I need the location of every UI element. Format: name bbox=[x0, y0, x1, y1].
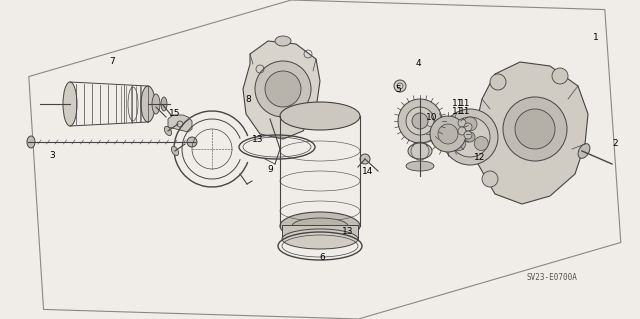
Polygon shape bbox=[475, 62, 588, 204]
Circle shape bbox=[187, 137, 197, 147]
Circle shape bbox=[474, 137, 488, 151]
Text: 12: 12 bbox=[474, 152, 486, 161]
Ellipse shape bbox=[406, 161, 434, 171]
Circle shape bbox=[490, 74, 506, 90]
Text: 5: 5 bbox=[395, 85, 401, 93]
Circle shape bbox=[503, 97, 567, 161]
Text: 11: 11 bbox=[460, 100, 471, 108]
Text: SV23-E0700A: SV23-E0700A bbox=[527, 272, 577, 281]
Ellipse shape bbox=[164, 126, 172, 136]
Text: 10: 10 bbox=[426, 113, 438, 122]
Circle shape bbox=[265, 71, 301, 107]
Ellipse shape bbox=[275, 36, 291, 46]
Bar bbox=[282, 225, 358, 239]
Ellipse shape bbox=[172, 146, 179, 156]
Circle shape bbox=[464, 131, 472, 139]
Circle shape bbox=[438, 124, 458, 144]
Ellipse shape bbox=[292, 218, 348, 234]
Text: 4: 4 bbox=[415, 60, 421, 69]
Text: 15: 15 bbox=[169, 109, 180, 118]
Text: 9: 9 bbox=[267, 165, 273, 174]
Text: 2: 2 bbox=[612, 139, 618, 149]
Circle shape bbox=[515, 109, 555, 149]
Circle shape bbox=[406, 107, 434, 135]
Text: 8: 8 bbox=[245, 94, 251, 103]
Text: 14: 14 bbox=[362, 167, 374, 175]
Ellipse shape bbox=[63, 82, 77, 126]
Circle shape bbox=[442, 109, 498, 165]
Circle shape bbox=[450, 117, 490, 157]
Text: 7: 7 bbox=[109, 56, 115, 65]
Ellipse shape bbox=[578, 144, 590, 158]
Polygon shape bbox=[243, 41, 320, 139]
Circle shape bbox=[465, 132, 475, 142]
Text: 1: 1 bbox=[593, 33, 599, 41]
Circle shape bbox=[552, 68, 568, 84]
Circle shape bbox=[255, 61, 311, 117]
Ellipse shape bbox=[27, 136, 35, 148]
Text: 3: 3 bbox=[49, 152, 55, 160]
Ellipse shape bbox=[282, 229, 358, 249]
Circle shape bbox=[458, 127, 466, 135]
Circle shape bbox=[458, 119, 466, 127]
Text: 11: 11 bbox=[452, 100, 464, 108]
Text: 13: 13 bbox=[342, 226, 354, 235]
Circle shape bbox=[398, 99, 442, 143]
Circle shape bbox=[463, 117, 477, 131]
Ellipse shape bbox=[408, 143, 432, 159]
Circle shape bbox=[482, 171, 498, 187]
Ellipse shape bbox=[280, 102, 360, 130]
Text: 11: 11 bbox=[452, 107, 464, 115]
Ellipse shape bbox=[161, 97, 167, 111]
Circle shape bbox=[452, 137, 466, 151]
Polygon shape bbox=[168, 115, 192, 132]
Text: 11: 11 bbox=[460, 107, 471, 115]
Circle shape bbox=[360, 154, 370, 164]
Circle shape bbox=[394, 80, 406, 92]
Text: 6: 6 bbox=[319, 253, 325, 262]
Ellipse shape bbox=[152, 94, 160, 114]
Circle shape bbox=[464, 123, 472, 131]
Circle shape bbox=[430, 116, 466, 152]
Circle shape bbox=[412, 113, 428, 129]
Text: 13: 13 bbox=[252, 135, 264, 144]
Ellipse shape bbox=[141, 86, 155, 122]
Ellipse shape bbox=[280, 212, 360, 240]
